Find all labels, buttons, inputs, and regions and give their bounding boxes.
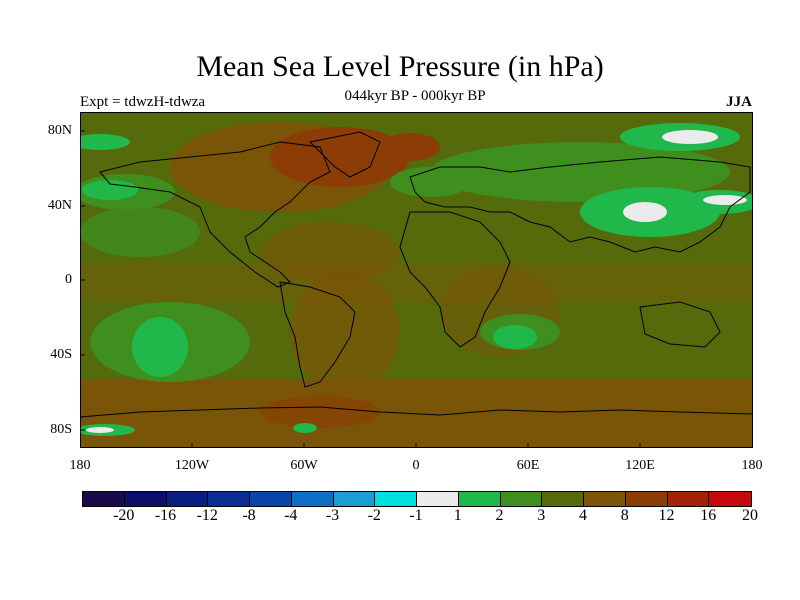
coastlines <box>80 131 753 418</box>
colorbar-label: -3 <box>325 507 340 524</box>
colorbar-label: 1 <box>453 507 462 524</box>
north-atlantic-green <box>390 167 470 197</box>
atlantic-brown <box>260 222 400 282</box>
colorbar-swatch <box>584 492 626 506</box>
lon-tick-60e: 60E <box>516 458 540 473</box>
lat-tick-80n: 80N <box>47 123 72 138</box>
lat-tick-40s: 40S <box>50 347 72 362</box>
colorbar-swatch <box>291 492 334 506</box>
colorbar-label: 16 <box>700 507 717 524</box>
colorbar-label: 12 <box>658 507 675 524</box>
south-pacific-low <box>132 317 188 377</box>
arctic-high <box>380 133 440 161</box>
colorbar-swatch <box>208 492 250 506</box>
colorbar-swatch <box>375 492 417 506</box>
colorbar-label: -12 <box>196 507 218 524</box>
colorbar-label: -2 <box>367 507 381 524</box>
colorbar-label: 2 <box>495 507 504 524</box>
colorbar-swatch <box>166 492 209 506</box>
lat-tick-40n: 40N <box>47 198 72 213</box>
pacific-green <box>80 207 200 257</box>
colorbar-swatch <box>124 492 167 506</box>
colorbar-swatch <box>83 492 125 506</box>
colorbar-label: 3 <box>537 507 546 524</box>
colorbar-label: -1 <box>409 507 423 524</box>
indian-ocean-low <box>493 325 537 349</box>
lon-tick-120w: 120W <box>174 458 210 473</box>
lon-tick-60w: 60W <box>290 458 318 473</box>
lat-tick-80s: 80S <box>50 422 72 437</box>
colorbar-label: -16 <box>154 507 177 524</box>
colorbar-label: -8 <box>242 507 256 524</box>
arctic-low-core <box>662 130 718 144</box>
colorbar-swatch <box>625 492 668 506</box>
colorbar-swatch <box>500 492 543 506</box>
colorbar-swatch <box>333 492 376 506</box>
colorbar-label: 4 <box>579 507 587 524</box>
lon-tick-0: 0 <box>412 458 420 473</box>
east-asia-low-core <box>703 195 747 205</box>
greenland-high <box>270 127 410 187</box>
colorbar-swatch <box>709 492 751 506</box>
colorbar-swatch <box>250 492 292 506</box>
colorbar <box>82 491 752 507</box>
lat-tick-0: 0 <box>65 272 72 287</box>
colorbar-swatch <box>417 492 459 506</box>
map-title: Mean Sea Level Pressure (in hPa) <box>196 50 604 83</box>
colorbar-swatch <box>667 492 710 506</box>
map-subtitle: 044kyr BP - 000kyr BP <box>344 88 486 104</box>
south-america-brown <box>290 272 400 392</box>
antarctic-low-2 <box>293 423 317 433</box>
colorbar-label: 8 <box>620 507 629 524</box>
north-pacific-low-core <box>82 180 138 200</box>
colorbar-label: -4 <box>284 507 298 524</box>
colorbar-swatch <box>542 492 584 506</box>
tropical-band <box>80 262 753 302</box>
lon-tick-180e: 180 <box>741 458 763 473</box>
lon-tick-120e: 120E <box>625 458 655 473</box>
season-label: JJA <box>726 94 752 110</box>
pressure-map <box>80 112 753 448</box>
asia-low-core <box>623 202 667 222</box>
colorbar-label: -20 <box>113 507 135 524</box>
colorbar-label: 20 <box>742 507 758 524</box>
antarctic-high <box>260 396 380 428</box>
colorbar-swatch <box>458 492 501 506</box>
lon-tick-180w: 180 <box>69 458 91 473</box>
antarctic-low-core <box>86 427 114 433</box>
axis-ticks <box>80 130 641 448</box>
arctic-low-west <box>80 134 130 150</box>
experiment-label: Expt = tdwzH-tdwza <box>80 94 206 110</box>
